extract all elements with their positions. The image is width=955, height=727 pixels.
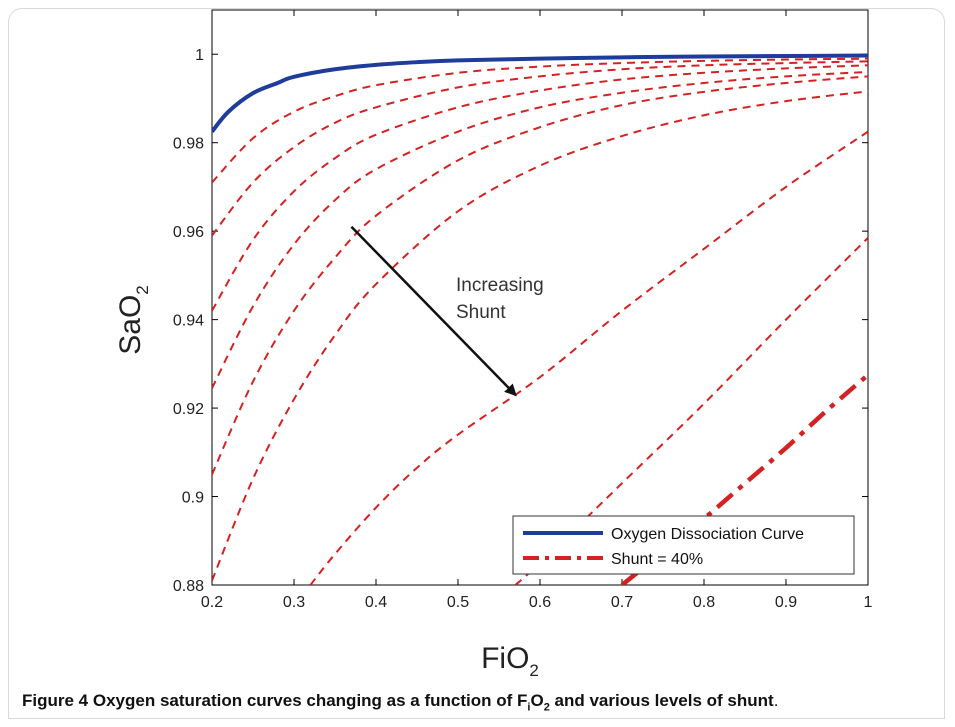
y-tick-label: 0.88 <box>173 578 204 595</box>
chart: 0.2 0.3 0.4 0.5 0.6 0.7 0.8 0.9 1 0.88 0.9 0.92 0.94… <box>114 9 873 680</box>
x-tick-label: 0.7 <box>611 594 633 611</box>
axis-ticks: 0.2 0.3 0.4 0.5 0.6 0.7 0.8 0.9 1 0.88 0.9 0.92 0.94… <box>173 10 873 611</box>
x-tick-label: 0.3 <box>283 594 305 611</box>
legend: Oxygen Dissociation Curve Shunt = 40% <box>512 515 855 575</box>
caption-label: Figure 4 <box>22 691 89 710</box>
series-shunt-curve-4 <box>212 70 868 389</box>
y-axis-label: SaO2 <box>114 285 152 355</box>
caption-end: . <box>773 691 779 710</box>
caption-text-1: Oxygen saturation curves changing as a f… <box>92 691 528 710</box>
x-tick-label: 0.8 <box>693 594 715 611</box>
y-tick-label: 0.9 <box>182 490 204 507</box>
series-shunt-curve-6 <box>212 90 868 581</box>
caption-text-3: and various levels of shunt <box>549 691 774 710</box>
x-tick-label: 0.5 <box>447 594 469 611</box>
y-tick-label: 0.94 <box>173 313 204 330</box>
x-tick-label: 0.2 <box>201 594 223 611</box>
caption-text-2: O <box>530 691 544 710</box>
legend-label-shunt: Shunt = 40% <box>611 551 703 568</box>
series-shunt-curve-1 <box>212 57 868 184</box>
x-tick-label: 0.4 <box>365 594 387 611</box>
increasing-shunt-arrow <box>350 225 517 397</box>
y-tick-label: 0.98 <box>173 136 204 153</box>
y-tick-label: 0.92 <box>173 401 204 418</box>
series-oxygen-dissociation-curve <box>212 53 868 133</box>
plot-area <box>211 9 869 586</box>
series-shunt-curve-7 <box>309 130 868 585</box>
annotation-line-1: Increasing <box>456 275 544 296</box>
annotation-line-2: Shunt <box>456 302 506 323</box>
legend-box <box>512 515 855 575</box>
y-tick-label: 0.96 <box>173 224 204 241</box>
series-shunt-curve-2 <box>212 60 868 237</box>
legend-label-dissociation: Oxygen Dissociation Curve <box>611 526 804 543</box>
series-shunt-curve-5 <box>212 75 868 475</box>
x-tick-label: 1 <box>864 594 873 611</box>
x-tick-label: 0.6 <box>529 594 551 611</box>
y-tick-label: 1 <box>195 47 204 64</box>
figure-frame <box>8 8 945 719</box>
caption-sub-i: i <box>527 701 531 714</box>
series-shunt-curve-3 <box>212 64 868 312</box>
caption-sub-2: 2 <box>543 701 550 714</box>
figure-caption: Figure 4 Oxygen saturation curves changi… <box>22 691 942 713</box>
x-tick-label: 0.9 <box>775 594 797 611</box>
x-axis-label: FiO2 <box>481 642 539 680</box>
